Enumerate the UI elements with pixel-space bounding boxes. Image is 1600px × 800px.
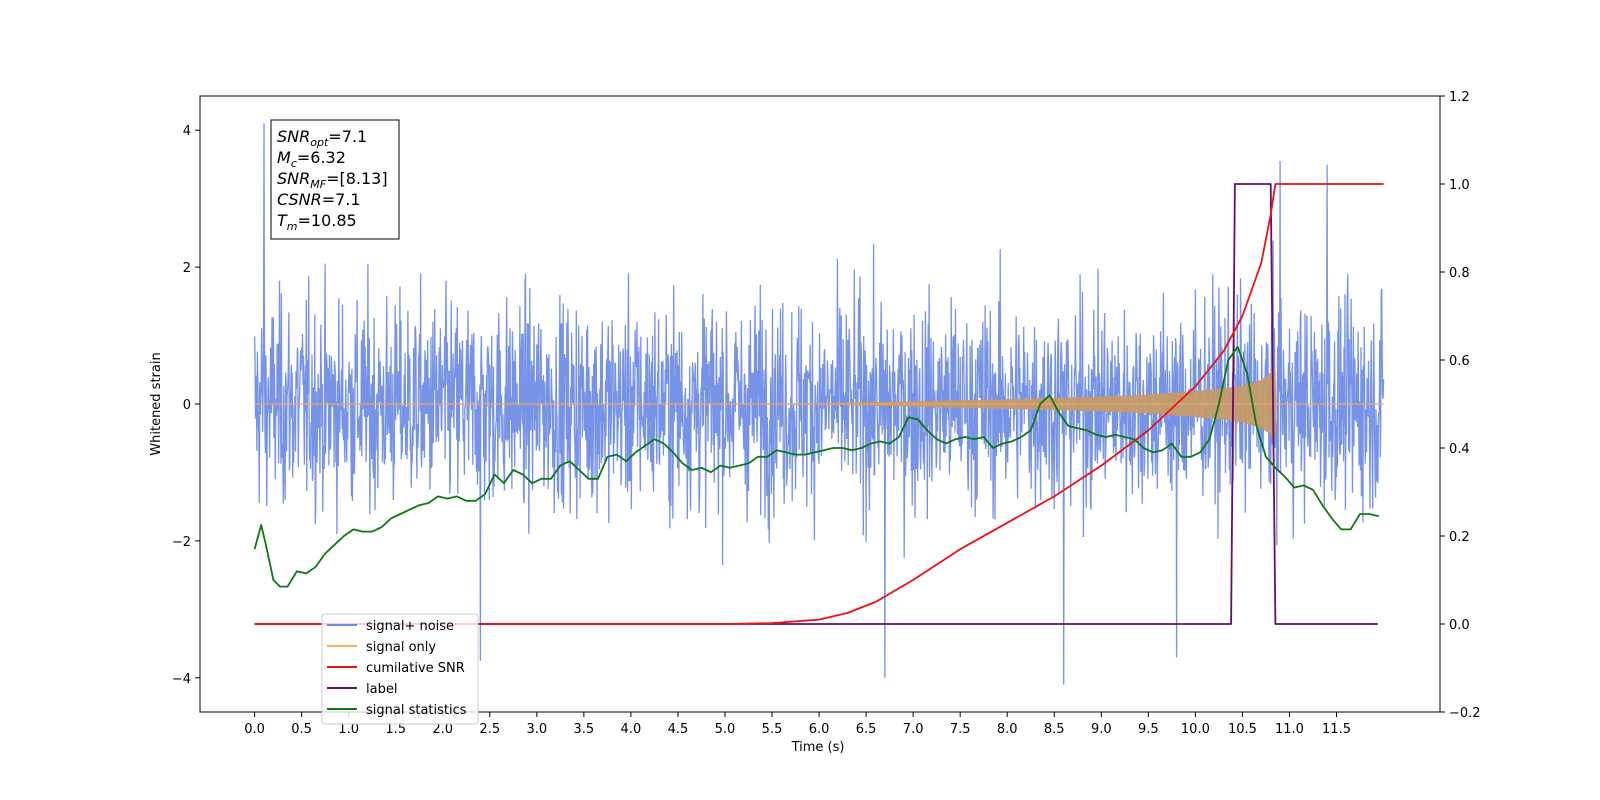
legend-label: cumilative SNR (366, 661, 465, 676)
annotation-box-frame (270, 119, 400, 240)
x-tick-label: 11.0 (1275, 722, 1304, 737)
annotation-line: Tm=10.85 (277, 211, 357, 233)
annotation-line: SNRopt=7.1 (277, 127, 367, 149)
x-tick-label: 7.5 (950, 722, 971, 737)
right-y-tick-label: 1.2 (1449, 90, 1470, 105)
right-y-tick-label: 0.8 (1449, 266, 1470, 281)
x-tick-label: 3.0 (526, 722, 547, 737)
x-tick-label: 8.5 (1044, 722, 1065, 737)
right-y-tick-label: 1.0 (1449, 178, 1470, 193)
x-tick-label: 7.0 (903, 722, 924, 737)
left-y-tick-label: 0 (183, 398, 191, 413)
annotation-line: CSNR=7.1 (277, 190, 361, 209)
x-tick-label: 3.5 (574, 722, 595, 737)
signal-noise-series (253, 123, 1385, 685)
legend-label: label (366, 682, 397, 697)
label-line (254, 183, 1378, 625)
x-tick-label: 11.5 (1322, 722, 1351, 737)
x-tick-label: 0.0 (244, 722, 265, 737)
x-tick-label: 1.0 (338, 722, 359, 737)
x-tick-label: 10.5 (1228, 722, 1257, 737)
x-axis-ticks: 0.0 0.5 1.0 1.5 2.0 2.5 3.0 3.5 4.0 4.5 5.0 5.5 6.0 6… (244, 712, 1351, 737)
left-y-tick-label: 2 (183, 261, 191, 276)
right-y-tick-label: 0.0 (1449, 618, 1470, 633)
cumulative-snr-line (254, 183, 1384, 625)
annotation-line: Mc=6.32 (277, 148, 346, 170)
right-y-tick-label: 0.6 (1449, 354, 1470, 369)
x-tick-label: 9.0 (1091, 722, 1112, 737)
legend-frame (321, 613, 479, 725)
x-tick-label: 10.0 (1181, 722, 1210, 737)
signal-statistics-line (253, 345, 1380, 588)
legend: signal+ noise signal only cumilative SNR la… (321, 613, 479, 725)
x-tick-label: 2.5 (479, 722, 500, 737)
x-tick-label: 6.5 (856, 722, 877, 737)
x-tick-label: 2.0 (432, 722, 453, 737)
right-y-tick-label: 0.4 (1449, 442, 1470, 457)
legend-label: signal+ noise (366, 619, 454, 634)
right-axis-series (253, 183, 1384, 625)
left-y-tick-label: −2 (172, 535, 191, 550)
x-tick-label: 5.5 (762, 722, 783, 737)
annotation-line: SNRMF=[8.13] (277, 169, 388, 191)
x-tick-label: 6.0 (809, 722, 830, 737)
right-y-axis-ticks: 1.2 1.0 0.8 0.6 0.4 0.2 0.0 −0.2 (1440, 90, 1481, 721)
x-axis-label: Time (s) (791, 740, 845, 755)
signal-noise-line (253, 123, 1385, 685)
x-tick-label: 0.5 (291, 722, 312, 737)
signal-only-series (254, 366, 1384, 442)
right-y-tick-label: 0.2 (1449, 530, 1470, 545)
y-axis-label: Whitened strain (149, 352, 164, 455)
legend-label: signal statistics (366, 703, 467, 718)
x-tick-label: 1.5 (385, 722, 406, 737)
left-y-tick-label: 4 (183, 124, 191, 139)
right-y-tick-label: −0.2 (1449, 706, 1481, 721)
x-tick-label: 5.0 (715, 722, 736, 737)
left-y-axis-ticks: 4 2 0 −2 −4 (172, 124, 200, 687)
x-tick-label: 4.0 (621, 722, 642, 737)
left-y-tick-label: −4 (172, 672, 191, 687)
x-tick-label: 4.5 (668, 722, 689, 737)
x-tick-label: 8.0 (997, 722, 1018, 737)
legend-label: signal only (366, 640, 436, 655)
x-tick-label: 9.5 (1138, 722, 1159, 737)
